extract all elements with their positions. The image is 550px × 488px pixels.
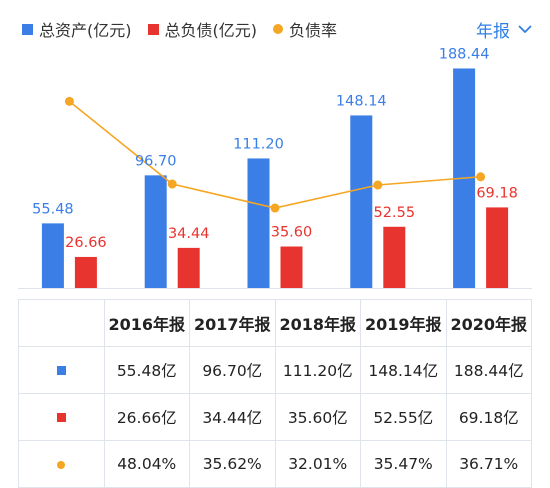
total-assets-data-label: 111.20	[233, 136, 284, 152]
legend-swatch-debt-ratio	[273, 24, 283, 34]
row-marker-cell	[18, 440, 105, 488]
total-assets-data-label: 148.14	[336, 93, 387, 109]
total-assets-data-label: 55.48	[32, 201, 74, 217]
total-liabilities-bar[interactable]	[486, 207, 509, 288]
total-assets-data-label: 96.70	[135, 153, 177, 169]
legend-item-total-liabilities[interactable]: 总负债(亿元)	[147, 17, 258, 41]
total-assets-bar[interactable]	[144, 175, 167, 288]
row-marker-cell	[18, 393, 105, 441]
debt-ratio-point[interactable]	[167, 179, 177, 189]
table-row-debt-ratio: 48.04% 35.62% 32.01% 35.47% 36.71%	[18, 440, 532, 488]
total-liabilities-marker-icon	[56, 413, 66, 422]
chevron-down-icon	[518, 25, 532, 33]
table-row-total-assets: 55.48亿 96.70亿 111.20亿 148.14亿 188.44亿	[18, 346, 532, 394]
total-liabilities-bar[interactable]	[383, 226, 406, 288]
total-liabilities-data-label: 69.18	[476, 185, 518, 201]
table-cell: 69.18亿	[445, 393, 532, 441]
table-row-total-liabilities: 26.66亿 34.44亿 35.60亿 52.55亿 69.18亿	[18, 393, 532, 441]
legend-swatch-total-liabilities	[147, 23, 159, 35]
debt-ratio-point[interactable]	[270, 203, 280, 213]
table-header-2018: 2018年报	[274, 299, 361, 347]
table-cell: 35.47%	[360, 440, 447, 488]
table-cell: 34.44亿	[189, 393, 276, 441]
table-header-corner	[18, 299, 105, 347]
total-liabilities-data-label: 52.55	[374, 205, 416, 221]
table-cell: 35.62%	[189, 440, 276, 488]
total-assets-marker-icon	[56, 366, 66, 375]
table-cell: 48.04%	[103, 440, 190, 488]
chart-legend: 总资产(亿元) 总负债(亿元) 负债率	[22, 18, 353, 40]
legend-swatch-total-assets	[22, 23, 33, 35]
table-cell: 188.44亿	[445, 346, 532, 394]
row-marker-cell	[18, 346, 105, 394]
total-assets-bar[interactable]	[247, 158, 270, 288]
legend-label-debt-ratio: 负债率	[289, 21, 338, 40]
debt-ratio-point[interactable]	[373, 180, 383, 190]
table-cell: 36.71%	[445, 440, 532, 488]
legend-label-total-liabilities: 总负债(亿元)	[164, 21, 258, 40]
total-liabilities-data-label: 26.66	[65, 235, 107, 251]
total-assets-bar[interactable]	[41, 223, 64, 288]
legend-label-total-assets: 总资产(亿元)	[39, 21, 132, 40]
debt-ratio-point[interactable]	[476, 172, 486, 182]
total-liabilities-bar[interactable]	[74, 256, 97, 288]
total-assets-data-label: 188.44	[439, 46, 490, 62]
period-selector-label: 年报	[476, 22, 510, 42]
legend-item-debt-ratio[interactable]: 负债率	[273, 17, 337, 41]
debt-ratio-line	[68, 100, 481, 209]
table-cell: 111.20亿	[274, 346, 361, 394]
data-table: 2016年报 2017年报 2018年报 2019年报 2020年报 55.48…	[18, 299, 532, 488]
table-header-2020: 2020年报	[445, 299, 532, 347]
table-cell: 96.70亿	[189, 346, 276, 394]
table-cell: 35.60亿	[274, 393, 361, 441]
chart-plot: 55.48 26.66 96.70 34.44 111.20 35.60 148.14 52.…	[18, 46, 532, 289]
total-liabilities-data-label: 35.60	[271, 225, 313, 241]
table-cell: 32.01%	[274, 440, 361, 488]
debt-ratio-point[interactable]	[64, 96, 74, 106]
total-liabilities-bar[interactable]	[280, 246, 303, 288]
table-cell: 26.66亿	[103, 393, 190, 441]
table-cell: 148.14亿	[360, 346, 447, 394]
table-header-2016: 2016年报	[103, 299, 190, 347]
table-header-row: 2016年报 2017年报 2018年报 2019年报 2020年报	[18, 299, 532, 347]
total-assets-bar[interactable]	[350, 115, 373, 288]
period-selector[interactable]: 年报	[476, 17, 532, 42]
table-header-2019: 2019年报	[360, 299, 447, 347]
table-cell: 55.48亿	[103, 346, 190, 394]
legend-item-total-assets[interactable]: 总资产(亿元)	[22, 17, 132, 41]
total-liabilities-bar[interactable]	[177, 247, 200, 288]
debt-ratio-marker-icon	[57, 461, 66, 469]
table-cell: 52.55亿	[360, 393, 447, 441]
table-header-2017: 2017年报	[189, 299, 276, 347]
total-liabilities-data-label: 34.44	[168, 226, 210, 242]
